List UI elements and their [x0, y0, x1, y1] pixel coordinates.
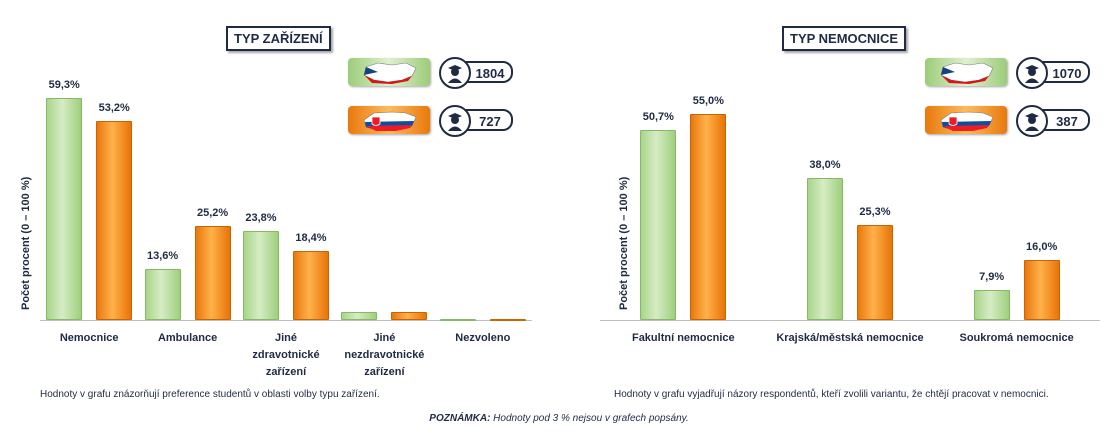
x-tick-label: Jiné nezdravotnické zařízení — [344, 332, 425, 378]
x-tick-label: Fakultní nemocnice — [631, 332, 735, 344]
data-label: 55,0% — [692, 94, 724, 107]
bar-slovak — [1023, 260, 1060, 320]
chart-title: TYP ZAŘÍZENÍ — [226, 26, 331, 51]
chart-note: Hodnoty v grafu vyjadřují názory respond… — [614, 389, 1049, 400]
slovak-flag-map-icon — [363, 111, 417, 131]
x-tick-label: Nemocnice — [59, 332, 119, 344]
student-avatar-icon — [1016, 105, 1048, 137]
data-label: 38,0% — [809, 158, 841, 171]
bar-czech — [144, 269, 181, 320]
bar-slovak — [194, 225, 231, 320]
slovak-flag-box — [925, 106, 1007, 134]
x-tick-label: Ambulance — [157, 332, 218, 344]
czech-flag-map-icon — [363, 62, 417, 84]
data-label: 53,2% — [98, 101, 130, 114]
bar-slovak — [293, 251, 329, 320]
bar-czech — [46, 97, 83, 320]
slovak-flag-map-icon — [940, 111, 994, 131]
bar-slovak — [489, 318, 526, 321]
bar-czech — [439, 318, 476, 321]
czech-flag-map-icon — [940, 62, 994, 84]
student-avatar-icon — [1016, 57, 1048, 89]
respondent-count: 387 — [1038, 109, 1090, 131]
respondent-count: 727 — [461, 109, 513, 131]
czech-flag-box — [925, 58, 1007, 86]
x-tick-label: Jiné zdravotnické zařízení — [252, 332, 320, 378]
footnote: POZNÁMKA: Hodnoty pod 3 % nejsou v grafe… — [0, 413, 1118, 424]
data-label: 50,7% — [642, 110, 674, 123]
x-axis-baseline — [600, 320, 1100, 321]
bar-slovak — [857, 225, 893, 320]
footnote-text: Hodnoty pod 3 % nejsou v grafech popsány… — [490, 413, 689, 424]
data-label: 25,3% — [859, 206, 891, 219]
y-axis-label: Počet procent (0 – 100 %) — [20, 176, 32, 310]
bar-slovak — [96, 120, 133, 320]
data-label: 13,6% — [146, 250, 179, 262]
x-axis-baseline — [40, 320, 532, 321]
bar-czech — [807, 177, 843, 320]
footnote-label: POZNÁMKA: — [429, 413, 491, 424]
student-avatar-icon — [439, 105, 471, 137]
bar-slovak — [391, 311, 428, 320]
bar-czech — [341, 311, 378, 320]
data-label: 23,8% — [245, 211, 277, 224]
chart-typ-nemocnice: TYP NEMOCNICE Počet procent (0 – 100 %) … — [560, 0, 1118, 410]
x-tick-label: Soukromá nemocnice — [959, 332, 1074, 344]
bar-slovak — [690, 113, 727, 320]
slovak-flag-box — [348, 106, 430, 134]
data-label: 7,9% — [979, 271, 1005, 284]
x-tick-label: Nezvoleno — [455, 332, 511, 344]
chart-note: Hodnoty v grafu znázorňují preference st… — [40, 389, 380, 400]
student-avatar-icon — [439, 57, 471, 89]
bar-czech — [243, 230, 279, 320]
data-label: 25,2% — [196, 206, 229, 219]
x-tick-label: Krajská/městská nemocnice — [776, 332, 924, 344]
data-label: 59,3% — [48, 78, 80, 91]
y-axis-label: Počet procent (0 – 100 %) — [618, 176, 630, 310]
chart-typ-zarizeni: TYP ZAŘÍZENÍ Počet procent (0 – 100 %) 1… — [0, 0, 560, 410]
bar-czech — [640, 129, 677, 320]
data-label: 16,0% — [1026, 241, 1058, 253]
chart-title: TYP NEMOCNICE — [782, 26, 907, 51]
czech-flag-box — [348, 58, 430, 86]
bar-czech — [973, 290, 1010, 320]
data-label: 18,4% — [295, 232, 327, 244]
